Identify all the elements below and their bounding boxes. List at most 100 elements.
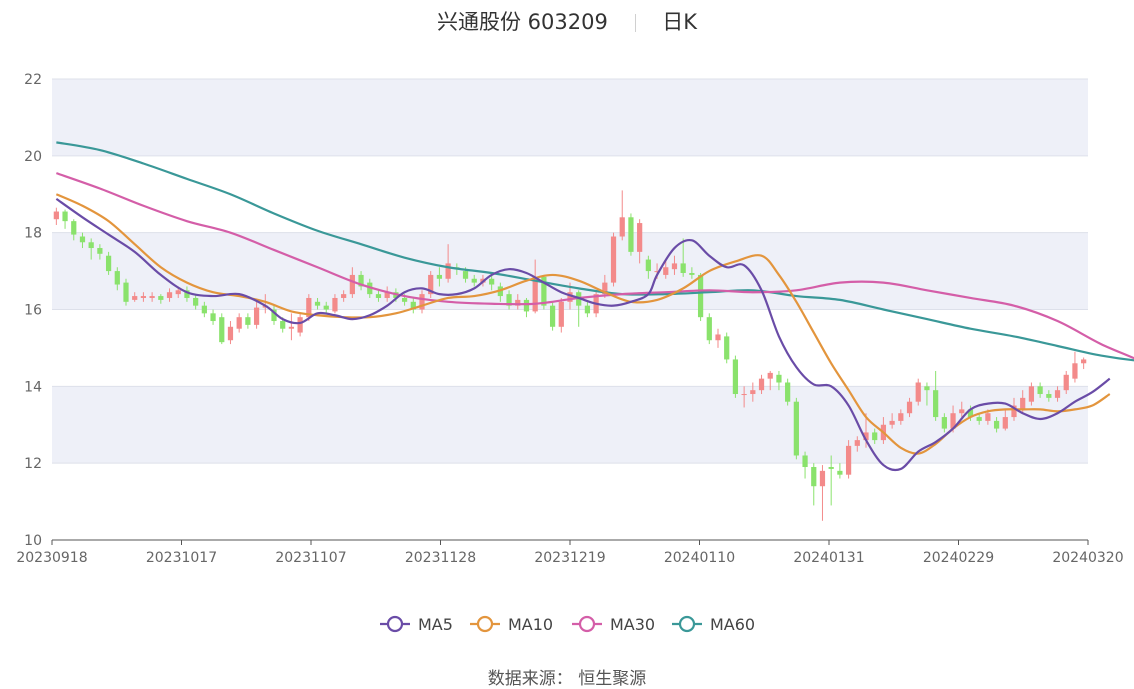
candle-body	[924, 386, 930, 391]
candle-body	[985, 413, 991, 421]
candle-body	[271, 309, 277, 322]
candle-body	[97, 248, 103, 254]
candle-body	[558, 301, 564, 327]
candle-body	[314, 301, 321, 306]
candle-body	[1011, 405, 1017, 418]
candle-body	[1002, 417, 1008, 429]
candle-body	[410, 301, 416, 310]
candle-body	[384, 292, 390, 298]
y-tick-label: 14	[24, 379, 42, 395]
candle-body	[149, 296, 155, 298]
candle-body	[471, 278, 477, 283]
candle-body	[306, 297, 312, 318]
candle-body	[219, 317, 225, 343]
ma5-line	[55, 197, 1111, 472]
candle-body	[845, 445, 852, 475]
candle-body	[280, 321, 286, 329]
candle-body	[645, 259, 651, 272]
candle-body	[323, 305, 329, 310]
candle-body	[114, 271, 120, 285]
candle-body	[166, 292, 173, 298]
candle-body	[375, 294, 382, 298]
legend-marker-ma30	[578, 615, 596, 633]
candle-body	[1046, 394, 1052, 398]
candle-body	[767, 372, 773, 379]
candle-body	[341, 294, 347, 298]
candle-body	[175, 290, 181, 295]
candle-body	[184, 290, 190, 298]
x-tick-label: 20231128	[405, 550, 476, 566]
candle-body	[776, 374, 782, 383]
candle-body	[1020, 397, 1026, 410]
candle-body	[959, 409, 965, 414]
candle-body	[1072, 363, 1078, 379]
candle-body	[53, 211, 59, 220]
candle-body	[462, 271, 469, 279]
x-tick-label: 20240320	[1052, 550, 1123, 566]
x-tick-label: 20231017	[146, 550, 217, 566]
candle-body	[1081, 359, 1087, 364]
candle-body	[288, 326, 295, 329]
candle-body	[741, 394, 747, 396]
legend-marker-ma10	[476, 615, 494, 633]
x-tick-label: 20240110	[664, 550, 735, 566]
candle-body	[689, 273, 695, 275]
candle-body	[349, 274, 355, 295]
legend-marker-ma5	[386, 615, 404, 633]
candle-body	[253, 307, 260, 325]
candle-body	[210, 313, 216, 322]
data-source: 数据来源： 恒生聚源	[487, 669, 647, 689]
candle-body	[706, 317, 712, 341]
candle-body	[445, 263, 451, 279]
legend-label-ma10: MA10	[508, 615, 553, 634]
y-tick-label: 10	[24, 533, 42, 549]
candle-body	[71, 221, 77, 235]
candle-body	[671, 263, 678, 270]
candle-body	[610, 236, 617, 283]
candle-body	[811, 467, 817, 487]
candle-body	[602, 282, 608, 295]
legend-label-ma60: MA60	[710, 615, 755, 634]
candle-body	[619, 217, 625, 237]
candle-body	[976, 417, 982, 421]
candle-body	[1037, 386, 1043, 395]
legend-label-ma30: MA30	[610, 615, 655, 634]
candle-body	[915, 382, 921, 402]
candle-body	[245, 317, 251, 325]
chart-title: 兴通股份 603209 日K	[0, 6, 1134, 36]
candle-body	[750, 390, 756, 395]
candle-body	[584, 305, 591, 314]
candle-body	[941, 417, 947, 429]
y-tick-label: 22	[24, 72, 42, 88]
candle-body	[227, 326, 234, 341]
candle-body	[515, 299, 521, 306]
candle-body	[123, 282, 129, 302]
candle-body	[140, 296, 147, 298]
candle-body	[854, 440, 860, 446]
period-label: 日K	[662, 10, 697, 34]
candle-body	[506, 294, 512, 306]
candle-body	[758, 378, 765, 391]
candle-body	[1028, 386, 1035, 402]
x-tick-label: 20240229	[923, 550, 994, 566]
candle-body	[889, 420, 895, 425]
candle-body	[793, 401, 799, 456]
x-tick-label: 20231219	[534, 550, 605, 566]
x-tick-label: 20231107	[275, 550, 346, 566]
candle-body	[201, 305, 207, 314]
candle-body	[358, 274, 364, 287]
x-tick-label: 20230918	[16, 550, 87, 566]
candle-body	[993, 420, 1000, 429]
candle-body	[837, 470, 843, 475]
candle-body	[872, 432, 878, 441]
candle-body	[950, 413, 956, 429]
candle-body	[158, 296, 164, 300]
candle-body	[436, 274, 443, 279]
candle-body	[680, 263, 686, 274]
ma30-line	[55, 172, 1134, 360]
candle-body	[732, 359, 739, 395]
candle-body	[697, 274, 704, 318]
ma10-line	[55, 193, 1111, 455]
legend-label-ma5: MA5	[418, 615, 453, 634]
title-separator	[634, 14, 636, 32]
